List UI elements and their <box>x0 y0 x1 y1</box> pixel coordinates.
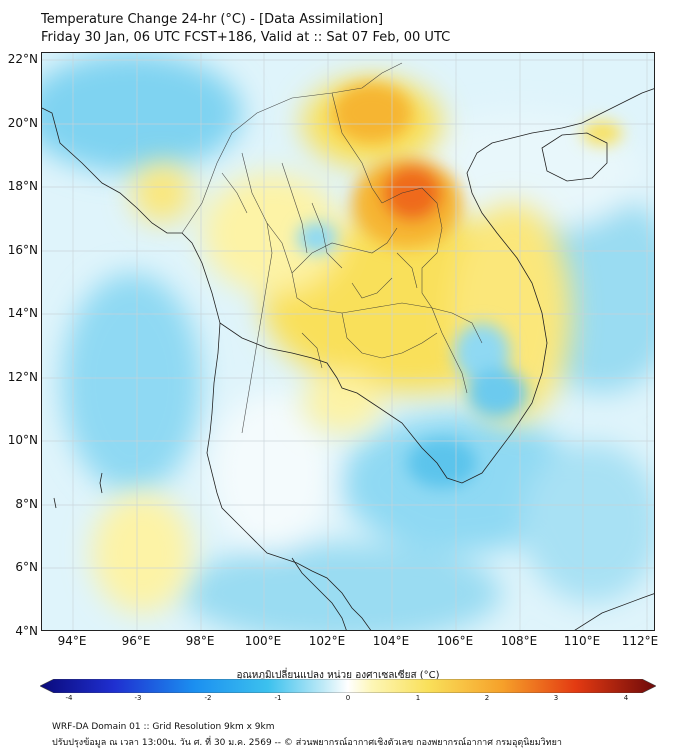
colorbar-tick: 4 <box>623 694 629 702</box>
lon-label: 94°E <box>57 634 87 648</box>
lon-label: 108°E <box>500 634 538 648</box>
colorbar-tick: -2 <box>204 694 212 702</box>
map-panel <box>41 52 655 631</box>
lat-label: 22°N <box>7 52 38 66</box>
lat-label: 10°N <box>7 433 38 447</box>
colorbar-tick: 3 <box>553 694 559 702</box>
lon-label: 106°E <box>436 634 474 648</box>
lat-label: 8°N <box>15 497 38 511</box>
lat-label: 14°N <box>7 306 38 320</box>
map-title: Temperature Change 24-hr (°C) - [Data As… <box>41 12 384 27</box>
lat-label: 18°N <box>7 179 38 193</box>
lat-label: 4°N <box>15 624 38 638</box>
colorbar-tick: -4 <box>65 694 73 702</box>
colorbar <box>40 679 656 693</box>
lon-label: 100°E <box>244 634 282 648</box>
colorbar-tick: -3 <box>134 694 142 702</box>
colorbar-tick: -1 <box>274 694 282 702</box>
lon-label: 110°E <box>563 634 601 648</box>
temperature-map <box>42 53 654 630</box>
lon-label: 112°E <box>621 634 659 648</box>
lon-label: 98°E <box>185 634 215 648</box>
footer-model-info: WRF-DA Domain 01 :: Grid Resolution 9km … <box>52 722 275 732</box>
lon-label: 96°E <box>121 634 151 648</box>
lat-label: 6°N <box>15 560 38 574</box>
lat-label: 12°N <box>7 370 38 384</box>
colorbar-title: อุณหภูมิเปลี่ยนแปลง หน่วย องศาเซลเซียส (… <box>236 670 440 681</box>
lon-label: 104°E <box>372 634 410 648</box>
lon-label: 102°E <box>308 634 346 648</box>
colorbar-tick: 2 <box>484 694 490 702</box>
footer-credit: ปรับปรุงข้อมูล ณ เวลา 13:00น. วัน ศ. ที่… <box>52 738 562 748</box>
map-subtitle: Friday 30 Jan, 06 UTC FCST+186, Valid at… <box>41 30 451 45</box>
colorbar-tick: 1 <box>415 694 421 702</box>
colorbar-tick: 0 <box>345 694 351 702</box>
lat-label: 20°N <box>7 116 38 130</box>
lat-label: 16°N <box>7 243 38 257</box>
